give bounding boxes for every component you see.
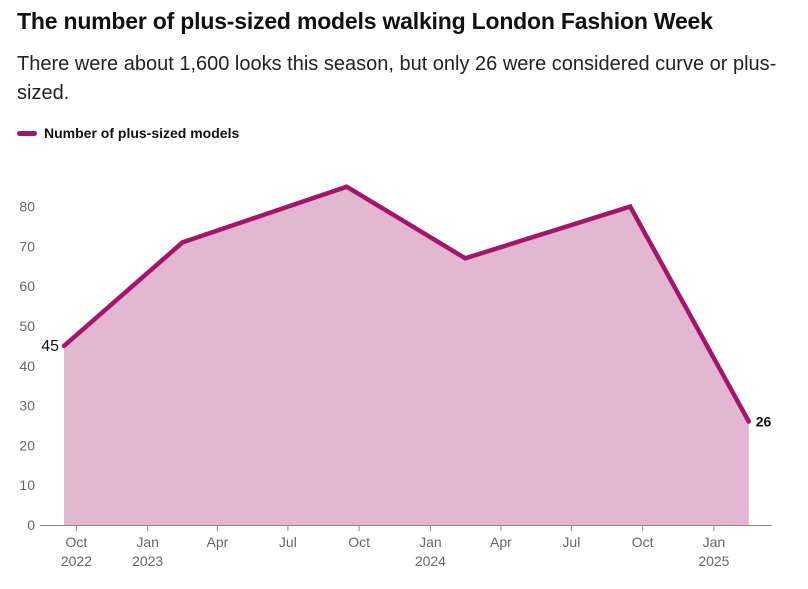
x-tick-label: Jul: [562, 534, 580, 550]
legend: Number of plus-sized models: [17, 124, 239, 142]
y-tick-label: 30: [19, 398, 35, 414]
x-tick-label: Oct: [66, 534, 88, 550]
x-tick-label: Jan: [419, 534, 442, 550]
x-tick-year-label: 2025: [698, 553, 729, 569]
y-tick-label: 20: [19, 437, 35, 453]
y-tick-label: 50: [19, 318, 35, 334]
legend-label: Number of plus-sized models: [44, 125, 240, 141]
x-tick-year-label: 2024: [415, 553, 446, 569]
x-tick-year-label: 2023: [132, 553, 163, 569]
x-axis: Oct 2022 Jan 2023 Apr Jul Oct Jan 2024 Apr Jul Oct J…: [40, 525, 772, 569]
y-tick-label: 60: [19, 278, 35, 294]
x-tick-label: Apr: [206, 534, 228, 550]
start-value-label: 45: [41, 338, 59, 355]
chart-plot: [61, 184, 752, 525]
legend-swatch: [17, 130, 37, 136]
x-tick-label: Jul: [279, 534, 297, 550]
chart-title: The number of plus-sized models walking …: [17, 8, 713, 34]
x-tick-label: Jan: [703, 534, 726, 550]
y-tick-label: 80: [19, 199, 35, 215]
x-tick-year-label: 2022: [61, 553, 92, 569]
y-tick-label: 40: [19, 358, 35, 374]
y-tick-label: 0: [27, 517, 35, 533]
series-line: [61, 184, 752, 424]
series-area: [64, 186, 749, 525]
x-tick-label: Oct: [348, 534, 370, 550]
x-tick-label: Oct: [632, 534, 654, 550]
y-tick-label: 70: [19, 238, 35, 254]
x-tick-label: Jan: [136, 534, 159, 550]
chart-subtitle: There were about 1,600 looks this season…: [17, 53, 777, 104]
y-axis-ticks: 0 10 20 30 40 50 60 70 80: [19, 199, 35, 533]
x-tick-label: Apr: [490, 534, 512, 550]
end-value-label: 26: [756, 414, 772, 430]
y-tick-label: 10: [19, 477, 35, 493]
annotations: 45 26: [41, 338, 771, 430]
